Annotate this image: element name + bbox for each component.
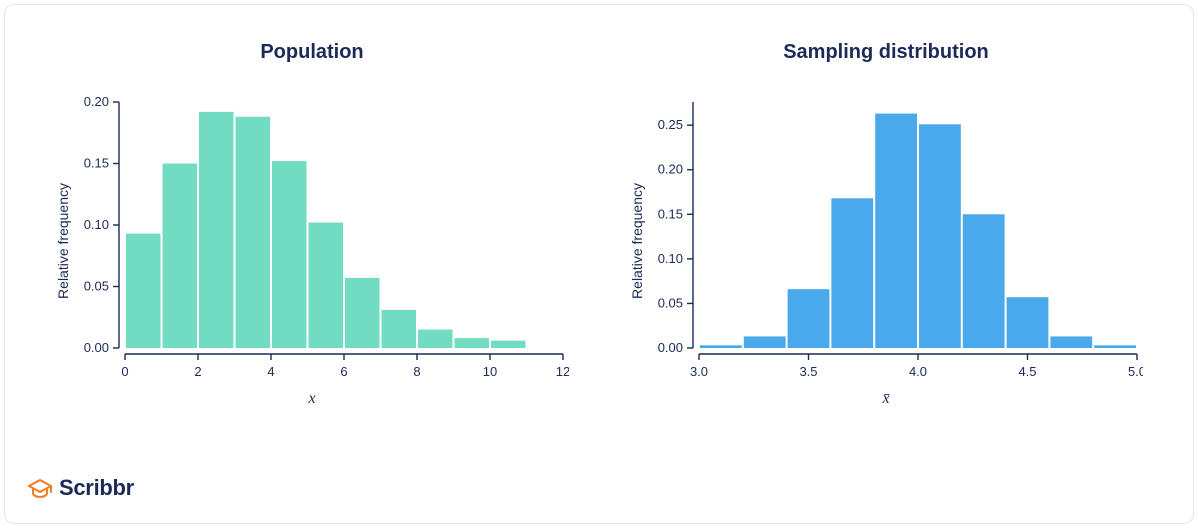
bar	[875, 114, 917, 348]
population-title: Population	[260, 41, 363, 64]
svg-text:2: 2	[194, 364, 201, 379]
svg-text:0.05: 0.05	[658, 295, 683, 310]
bar	[700, 345, 742, 348]
bar	[744, 336, 786, 348]
bar	[199, 112, 234, 348]
bar	[382, 310, 417, 348]
sampling-xlabel: x̄	[882, 390, 889, 408]
svg-text:0.20: 0.20	[658, 162, 683, 177]
svg-text:0.25: 0.25	[658, 117, 683, 132]
bar	[418, 330, 453, 348]
svg-text:10: 10	[483, 364, 497, 379]
svg-text:8: 8	[413, 364, 420, 379]
bar	[126, 234, 161, 348]
bar	[919, 124, 961, 348]
svg-text:4.0: 4.0	[909, 364, 927, 379]
svg-text:0.05: 0.05	[84, 279, 109, 294]
bar	[963, 214, 1005, 348]
bar	[1007, 297, 1049, 348]
logo-text: Scribbr	[59, 475, 134, 501]
sampling-title: Sampling distribution	[783, 41, 989, 64]
population-svg: 0 2 4 6 8 10 12 0.00 0.05 0.10 0.15 0.20	[79, 96, 569, 386]
svg-text:0.20: 0.20	[84, 96, 109, 109]
svg-text:0.00: 0.00	[658, 340, 683, 355]
population-chart: Population Relative frequency 0246810120…	[55, 41, 569, 408]
population-xlabel: x	[308, 390, 315, 408]
sampling-chart-area: Relative frequency 3.0 3.5 4.0 4.5 5.0 0.00 0.…	[629, 96, 1143, 386]
svg-text:3.5: 3.5	[799, 364, 817, 379]
graduation-cap-icon	[27, 475, 53, 501]
bar	[309, 223, 344, 348]
svg-text:0: 0	[121, 364, 128, 379]
svg-text:0.00: 0.00	[84, 340, 109, 355]
svg-text:4.5: 4.5	[1018, 364, 1036, 379]
bar	[345, 278, 380, 348]
svg-text:6: 6	[340, 364, 347, 379]
bar	[272, 161, 307, 348]
population-chart-area: Relative frequency 0 2 4 6 8 10 12 0.00 0.05 0.10…	[55, 96, 569, 386]
sampling-ylabel: Relative frequency	[629, 183, 645, 299]
sampling-chart: Sampling distribution Relative frequency…	[629, 41, 1143, 408]
bar	[831, 198, 873, 348]
bar	[491, 341, 526, 348]
svg-text:3.0: 3.0	[690, 364, 708, 379]
sampling-svg: 3.0 3.5 4.0 4.5 5.0 0.00 0.05 0.10 0.15 0.20 0.25	[653, 96, 1143, 386]
bar	[1094, 345, 1136, 348]
population-ylabel: Relative frequency	[55, 183, 71, 299]
content-frame: Population Relative frequency 0246810120…	[4, 4, 1194, 524]
svg-text:0.10: 0.10	[658, 251, 683, 266]
bar	[236, 117, 271, 348]
population-plot: 0 2 4 6 8 10 12 0.00 0.05 0.10 0.15 0.20	[79, 96, 569, 386]
bar	[1050, 336, 1092, 348]
svg-text:12: 12	[556, 364, 569, 379]
bar	[455, 338, 490, 348]
scribbr-logo: Scribbr	[27, 475, 134, 501]
svg-text:0.15: 0.15	[84, 156, 109, 171]
charts-row: Population Relative frequency 0246810120…	[5, 5, 1193, 408]
svg-text:0.10: 0.10	[84, 217, 109, 232]
svg-text:4: 4	[267, 364, 274, 379]
svg-text:0.15: 0.15	[658, 206, 683, 221]
bar	[788, 289, 830, 348]
svg-text:5.0: 5.0	[1128, 364, 1143, 379]
sampling-plot: 3.0 3.5 4.0 4.5 5.0 0.00 0.05 0.10 0.15 0.20 0.25	[653, 96, 1143, 386]
bar	[163, 164, 198, 349]
